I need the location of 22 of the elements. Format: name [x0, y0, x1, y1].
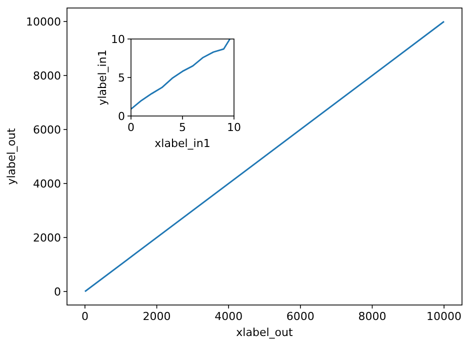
x-tick-label: 0: [128, 121, 134, 134]
x-tick-label: 6000: [286, 310, 314, 323]
y-tick-label: 10000: [26, 15, 61, 28]
x-tick-label: 0: [81, 310, 88, 323]
x-tick-label: 8000: [358, 310, 386, 323]
line-series: [131, 38, 231, 110]
y-axis-title: ylabel_out: [5, 128, 18, 185]
x-tick-label: 10000: [426, 310, 462, 323]
x-axis-title: xlabel_out: [236, 326, 294, 339]
y-tick-label: 4000: [33, 177, 61, 190]
y-axis-title: ylabel_in1: [96, 50, 109, 106]
x-tick-label: 5: [179, 121, 186, 134]
y-tick-label: 0: [118, 110, 125, 123]
x-tick-label: 2000: [142, 310, 171, 323]
x-tick-label: 10: [227, 121, 241, 134]
x-tick-label: 4000: [214, 310, 243, 323]
y-tick-label: 8000: [33, 69, 61, 82]
x-axis-title: xlabel_in1: [154, 137, 210, 150]
y-tick-label: 10: [111, 32, 125, 46]
y-tick-label: 0: [54, 285, 61, 298]
y-tick-label: 2000: [33, 231, 61, 244]
y-tick-label: 5: [118, 71, 125, 84]
